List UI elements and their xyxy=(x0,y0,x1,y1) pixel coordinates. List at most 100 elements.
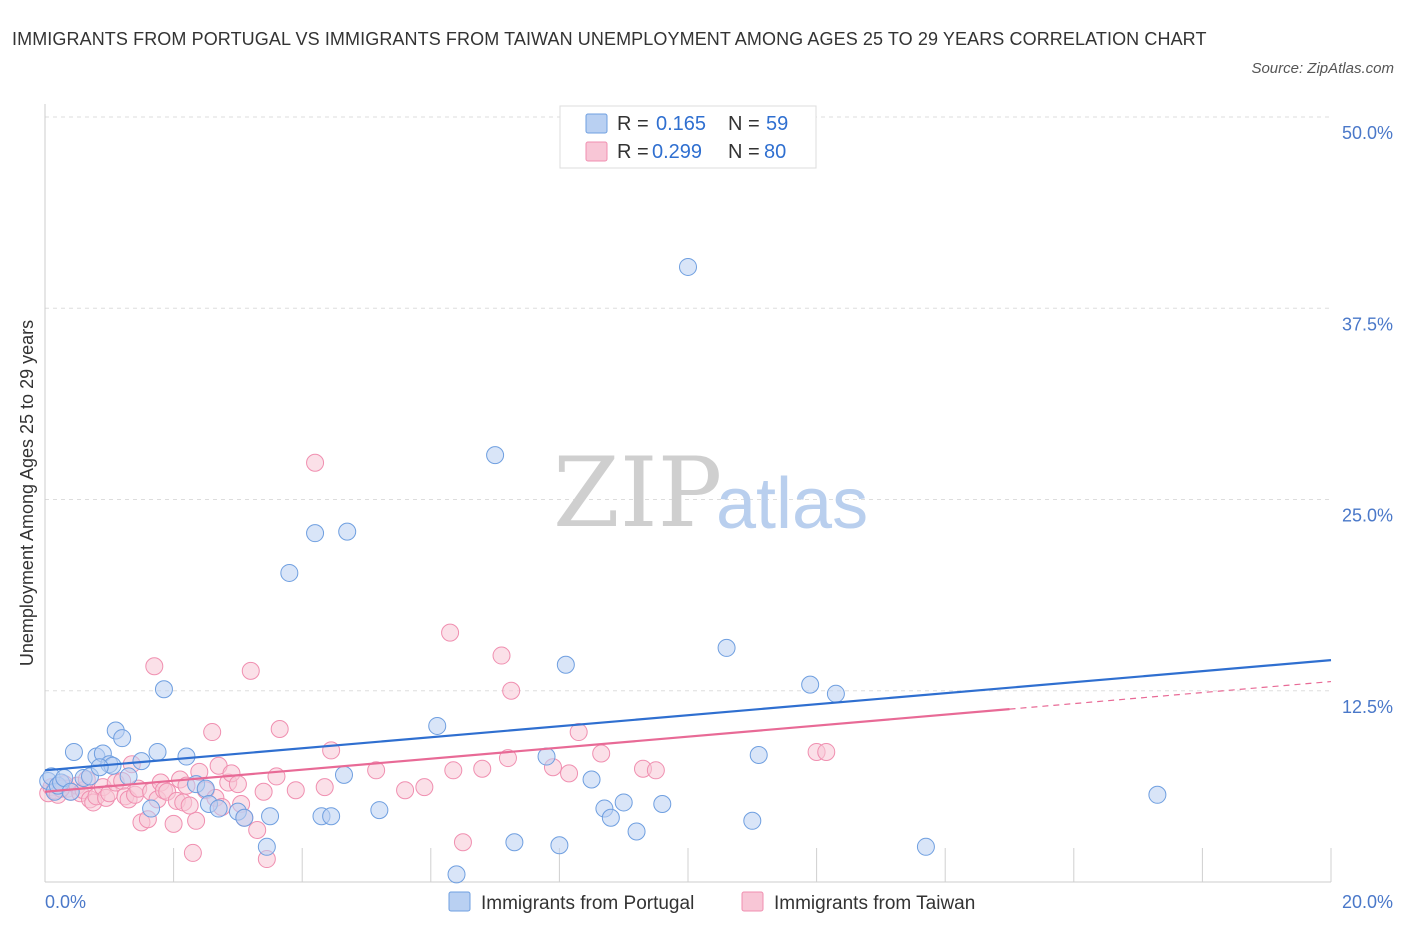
point-portugal xyxy=(334,765,353,784)
point-taiwan xyxy=(367,761,386,780)
series-legend: Immigrants from Portugal Immigrants from… xyxy=(448,891,975,914)
point-taiwan xyxy=(228,775,247,794)
point-taiwan xyxy=(415,778,434,797)
y-tick-label: 50.0% xyxy=(1342,123,1393,143)
point-taiwan xyxy=(241,661,260,680)
point-taiwan xyxy=(444,761,463,780)
bottom-legend-label-taiwan: Immigrants from Taiwan xyxy=(774,893,975,914)
point-portugal xyxy=(61,782,80,801)
legend-r-label-portugal: R = xyxy=(617,113,649,135)
stats-legend: R = 0.165 N = 59 R = 0.299 N = 80 xyxy=(559,105,817,169)
point-portugal xyxy=(627,822,646,841)
point-portugal xyxy=(717,638,736,657)
point-taiwan xyxy=(180,796,199,815)
point-portugal xyxy=(177,747,196,766)
trend-lines xyxy=(44,659,1332,793)
y-tick-label: 12.5% xyxy=(1342,697,1393,717)
point-portugal xyxy=(537,747,556,766)
legend-n-value-taiwan: 80 xyxy=(764,141,786,163)
point-portugal xyxy=(556,655,575,674)
point-portugal xyxy=(916,837,935,856)
legend-r-value-portugal: 0.165 xyxy=(656,113,706,135)
point-taiwan xyxy=(473,759,492,778)
point-taiwan xyxy=(164,814,183,833)
legend-swatch-taiwan xyxy=(585,141,608,162)
point-taiwan xyxy=(183,843,202,862)
point-taiwan xyxy=(270,720,289,738)
point-portugal xyxy=(749,746,768,765)
point-portugal xyxy=(257,837,276,856)
point-portugal xyxy=(113,729,132,748)
trend-line xyxy=(44,708,1010,793)
point-portugal xyxy=(154,680,173,699)
point-taiwan xyxy=(187,811,206,830)
bottom-legend-label-portugal: Immigrants from Portugal xyxy=(481,893,694,914)
point-portugal xyxy=(306,524,325,543)
point-portugal xyxy=(90,758,109,777)
chart-source: Source: ZipAtlas.com xyxy=(1251,60,1394,77)
point-portugal xyxy=(119,767,138,786)
point-portugal xyxy=(550,836,569,855)
point-portugal xyxy=(447,865,466,884)
legend-r-label-taiwan: R = xyxy=(617,141,649,163)
chart-title: IMMIGRANTS FROM PORTUGAL VS IMMIGRANTS F… xyxy=(12,29,1207,49)
point-taiwan xyxy=(145,657,164,676)
point-portugal xyxy=(209,799,228,818)
legend-n-label-taiwan: N = xyxy=(728,141,760,163)
legend-n-label-portugal: N = xyxy=(728,113,760,135)
point-taiwan xyxy=(592,744,611,763)
point-portugal xyxy=(428,716,447,735)
point-portugal xyxy=(486,446,505,465)
point-portugal xyxy=(653,794,672,813)
point-portugal xyxy=(801,675,820,694)
point-portugal xyxy=(196,779,215,798)
point-portugal xyxy=(826,684,845,703)
bottom-legend-swatch-portugal xyxy=(448,891,471,912)
point-portugal xyxy=(261,807,280,826)
point-portugal xyxy=(743,811,762,830)
watermark-atlas: atlas xyxy=(716,464,868,544)
point-portugal xyxy=(614,793,633,812)
point-portugal xyxy=(142,799,161,818)
point-taiwan xyxy=(315,778,334,797)
grid-lines xyxy=(45,116,1331,692)
legend-r-value-taiwan: 0.299 xyxy=(652,141,702,163)
point-taiwan xyxy=(502,681,521,700)
legend-swatch-portugal xyxy=(585,113,608,134)
point-portugal xyxy=(679,257,697,276)
point-taiwan xyxy=(203,723,222,742)
point-taiwan xyxy=(492,646,511,665)
point-taiwan xyxy=(396,781,415,800)
point-taiwan xyxy=(248,820,267,839)
watermark-zip: ZIP xyxy=(553,437,722,549)
series-portugal-points xyxy=(39,257,1167,884)
x-tick-label: 20.0% xyxy=(1342,892,1393,912)
point-portugal xyxy=(1148,785,1167,804)
point-portugal xyxy=(370,801,389,820)
x-tick-label: 0.0% xyxy=(45,892,86,912)
point-portugal xyxy=(601,808,620,827)
point-portugal xyxy=(322,807,341,826)
point-taiwan xyxy=(286,781,305,800)
y-axis-title: Unemployment Among Ages 25 to 29 years xyxy=(17,320,37,666)
point-portugal xyxy=(235,808,254,827)
point-portugal xyxy=(64,742,83,761)
point-taiwan xyxy=(254,782,273,801)
point-taiwan xyxy=(306,453,325,472)
point-portugal xyxy=(338,522,357,541)
y-tick-label: 37.5% xyxy=(1342,314,1393,334)
trend-line-extension xyxy=(1009,680,1332,710)
axes xyxy=(44,104,1332,883)
bottom-legend-swatch-taiwan xyxy=(741,891,764,912)
point-portugal xyxy=(280,563,299,582)
point-taiwan xyxy=(646,761,665,780)
point-portugal xyxy=(505,833,524,852)
point-taiwan xyxy=(560,764,579,783)
point-taiwan xyxy=(817,742,836,761)
y-tick-label: 25.0% xyxy=(1342,506,1393,526)
legend-n-value-portugal: 59 xyxy=(766,113,788,135)
trend-line xyxy=(44,659,1332,772)
point-portugal xyxy=(582,770,601,789)
point-taiwan xyxy=(498,749,517,768)
